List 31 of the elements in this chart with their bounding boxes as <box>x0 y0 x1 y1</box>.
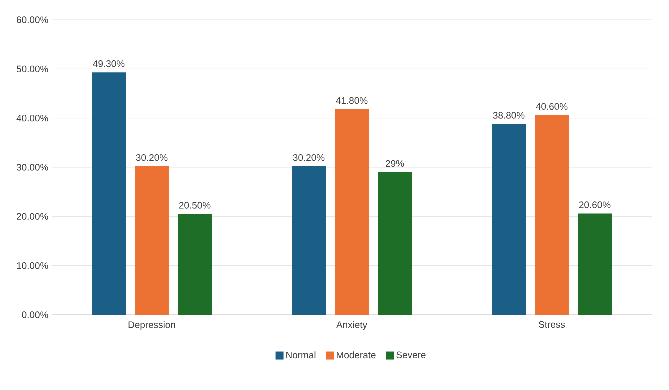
legend-label: Normal <box>286 352 316 359</box>
bar <box>92 72 126 315</box>
legend-label: Moderate <box>337 352 376 359</box>
x-tick-label: Stress <box>539 321 566 328</box>
bar <box>292 166 326 315</box>
y-tick-label: 20.00% <box>17 213 48 220</box>
y-tick-label: 0.00% <box>22 312 48 318</box>
x-tick-label: Depression <box>128 321 176 330</box>
x-tick-label: Anxiety <box>336 321 368 330</box>
bar <box>578 214 612 315</box>
bar <box>135 166 169 315</box>
data-label: 20.50% <box>179 202 211 209</box>
y-tick-label: 10.00% <box>17 262 48 270</box>
y-tick-label: 30.00% <box>16 164 48 171</box>
y-tick-label: 60.00% <box>17 16 48 24</box>
legend-label: Severe <box>396 352 426 358</box>
data-label: 29% <box>386 160 404 168</box>
y-tick-label: 40.00% <box>16 114 48 122</box>
bar <box>492 124 526 315</box>
data-label: 40.60% <box>536 103 568 110</box>
data-label: 38.80% <box>493 112 525 119</box>
y-tick-label: 50.00% <box>16 66 48 73</box>
data-label: 49.30% <box>93 60 125 68</box>
bar <box>178 214 212 315</box>
bar <box>378 172 412 315</box>
bar <box>535 115 570 315</box>
data-label: 30.20% <box>293 154 325 162</box>
bar <box>335 109 370 315</box>
data-label: 41.80% <box>336 97 368 104</box>
data-label: 20.60% <box>579 202 611 208</box>
data-label: 30.20% <box>136 154 168 162</box>
